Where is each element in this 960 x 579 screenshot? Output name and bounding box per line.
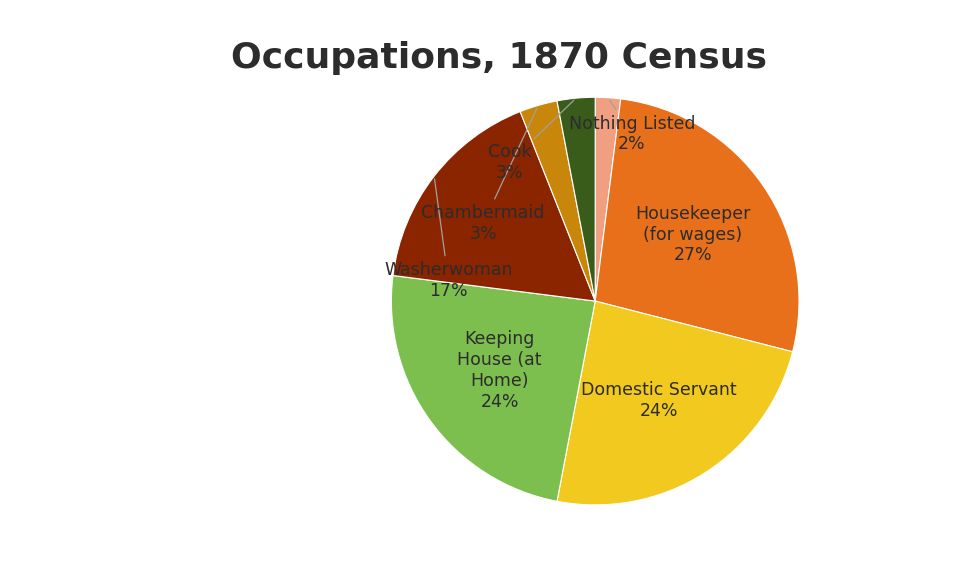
Text: Keeping
House (at
Home)
24%: Keeping House (at Home) 24%	[457, 331, 541, 411]
Wedge shape	[392, 276, 595, 501]
Text: Nothing Listed
2%: Nothing Listed 2%	[568, 100, 695, 153]
Text: Chambermaid
3%: Chambermaid 3%	[421, 108, 544, 243]
Text: Domestic Servant
24%: Domestic Servant 24%	[581, 382, 736, 420]
Wedge shape	[595, 97, 621, 301]
Text: Washerwoman
17%: Washerwoman 17%	[384, 179, 513, 300]
Wedge shape	[520, 101, 595, 301]
Wedge shape	[393, 112, 595, 301]
Wedge shape	[557, 97, 595, 301]
Text: Occupations, 1870 Census: Occupations, 1870 Census	[231, 41, 767, 75]
Wedge shape	[557, 301, 793, 505]
Text: Housekeeper
(for wages)
27%: Housekeeper (for wages) 27%	[636, 205, 751, 265]
Text: Cook
3%: Cook 3%	[488, 100, 574, 182]
Wedge shape	[595, 99, 799, 352]
